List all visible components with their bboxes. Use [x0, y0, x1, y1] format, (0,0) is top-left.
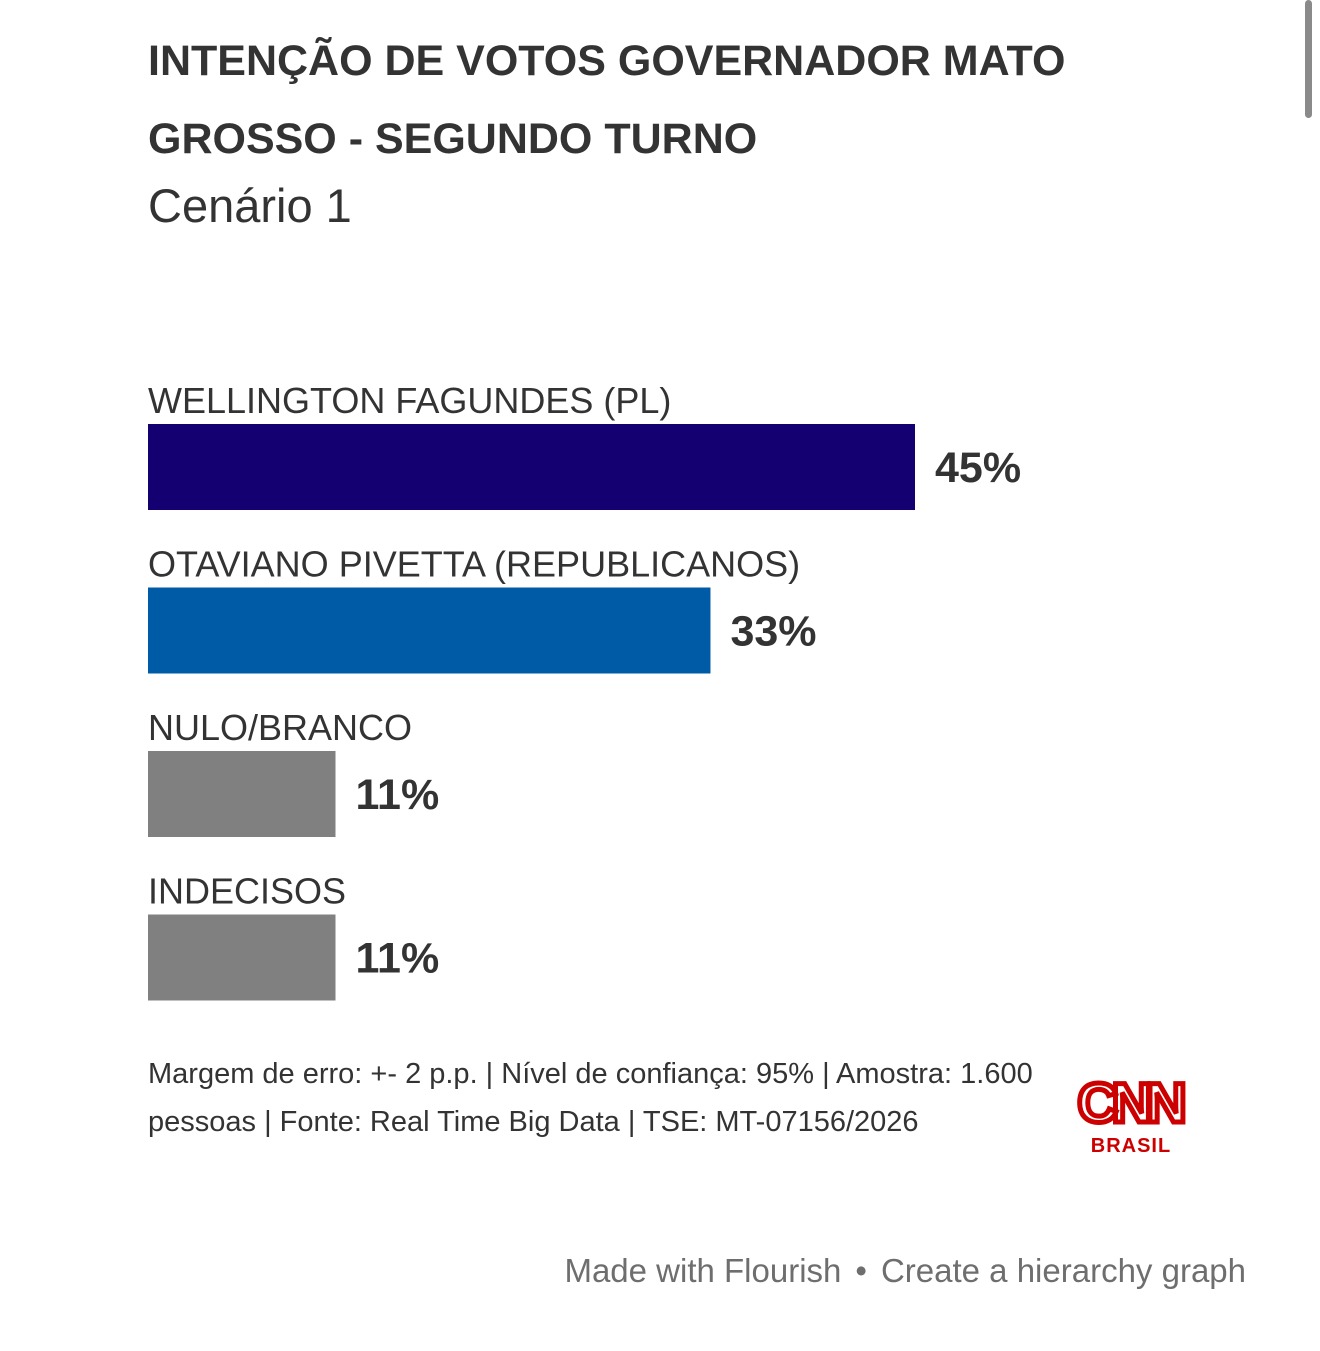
logo-brasil-text: BRASIL: [1091, 1135, 1171, 1157]
value-label: 11%: [355, 935, 439, 983]
create-hierarchy-graph-link[interactable]: Create a hierarchy graph: [880, 1252, 1246, 1289]
bar[interactable]: [148, 914, 336, 1001]
bar[interactable]: [148, 587, 711, 674]
value-label: 33%: [730, 608, 816, 656]
category-label: NULO/BRANCO: [148, 707, 412, 748]
value-label: 45%: [935, 444, 1021, 492]
bar[interactable]: [148, 751, 336, 837]
category-label: OTAVIANO PIVETTA (REPUBLICANOS): [148, 544, 800, 585]
flourish-attribution: Made with Flourish • Create a hierarchy gr…: [564, 1252, 1246, 1290]
made-with-flourish-link[interactable]: Made with Flourish: [564, 1252, 842, 1289]
separator-dot: •: [855, 1252, 867, 1289]
scrollbar[interactable]: [1305, 0, 1312, 118]
bar[interactable]: [148, 424, 915, 510]
logo-cnn-text: CNN: [1077, 1071, 1183, 1134]
chart-subtitle: Cenário 1: [148, 179, 352, 232]
cnn-brasil-logo: CNN BRASIL: [1075, 1070, 1192, 1157]
category-label: INDECISOS: [148, 871, 346, 912]
footnote: Margem de erro: +- 2 p.p. | Nível de con…: [148, 1058, 1033, 1138]
value-label: 11%: [355, 771, 439, 819]
category-label: WELLINGTON FAGUNDES (PL): [148, 380, 671, 421]
chart-title: INTENÇÃO DE VOTOS GOVERNADOR MATO GROSSO…: [148, 37, 1066, 163]
